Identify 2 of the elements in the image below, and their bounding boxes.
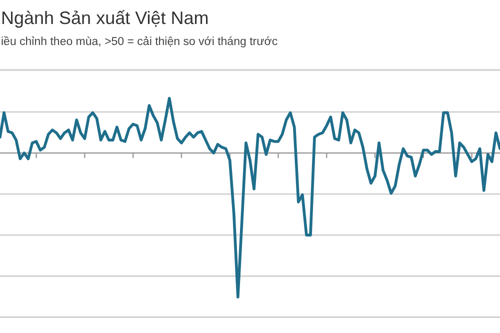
chart-title: Ngành Sản xuất Việt Nam: [1, 8, 209, 28]
chart-subtitle: iều chỉnh theo mùa, >50 = cải thiện so với tháng trước: [1, 36, 278, 48]
